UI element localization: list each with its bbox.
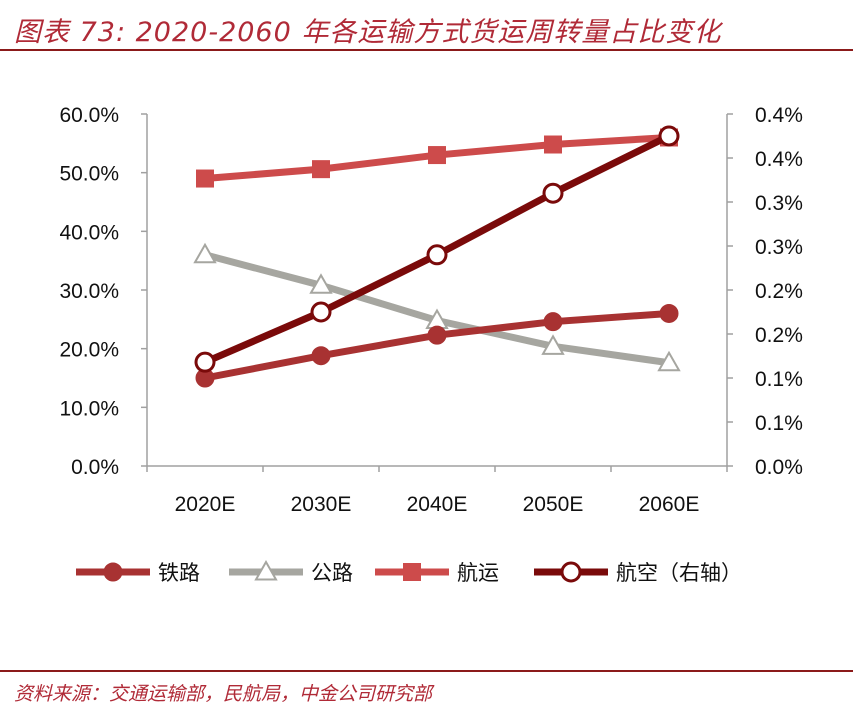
right-tick-label: 0.4%: [755, 104, 803, 127]
source-note: 资料来源：交通运输部，民航局，中金公司研究部: [14, 683, 433, 705]
right-tick-label: 0.3%: [755, 192, 803, 215]
series-3: [194, 125, 680, 373]
left-tick-label: 50.0%: [59, 163, 119, 186]
series-1: [193, 242, 681, 372]
legend-swatch-marker: [103, 562, 123, 582]
left-tick-label: 40.0%: [59, 221, 119, 244]
title-divider: [0, 49, 853, 51]
chart-axes: 0.0% 10.0% 20.0% 30.0% 40.0% 50.0% 60.0% 0.0% 0.…: [59, 104, 802, 516]
data-point: [196, 169, 214, 188]
legend-label: 航空（右轴）: [616, 561, 742, 585]
right-tick-label: 0.4%: [755, 148, 803, 171]
left-tick-label: 30.0%: [59, 280, 119, 303]
legend-label: 航运: [457, 561, 499, 585]
series-2: [196, 128, 678, 188]
right-tick-label: 0.2%: [755, 280, 803, 303]
left-tick-label: 20.0%: [59, 339, 119, 362]
x-tick-label: 2050E: [523, 493, 584, 516]
legend-swatch-marker: [254, 559, 278, 581]
legend-item: 航空（右轴）: [534, 561, 742, 585]
data-point: [193, 242, 217, 264]
data-point: [312, 160, 330, 179]
legend-item: 航运: [375, 561, 499, 585]
data-point: [309, 273, 333, 294]
data-point: [659, 303, 679, 323]
right-tick-label: 0.2%: [755, 324, 803, 347]
right-tick-label: 0.0%: [755, 456, 803, 479]
series-0: [195, 303, 679, 388]
x-tick-label: 2060E: [639, 493, 700, 516]
data-point: [542, 182, 564, 204]
data-point: [310, 301, 332, 323]
x-tick-label: 2020E: [175, 493, 236, 516]
legend-swatch-marker: [560, 561, 582, 583]
data-point: [543, 312, 563, 332]
legend-label: 铁路: [158, 561, 200, 585]
legend-item: 铁路: [76, 561, 200, 585]
data-point: [311, 346, 331, 366]
left-tick-label: 0.0%: [71, 456, 119, 479]
chart-title: 图表 73: 2020-2060 年各运输方式货运周转量占比变化: [14, 17, 722, 48]
right-tick-label: 0.1%: [755, 412, 803, 435]
chart-series: [193, 125, 681, 388]
x-tick-label: 2040E: [407, 493, 468, 516]
data-point: [427, 325, 447, 345]
right-tick-label: 0.3%: [755, 236, 803, 259]
legend-item: 公路: [229, 559, 353, 585]
data-point: [426, 244, 448, 266]
data-point: [544, 135, 562, 154]
legend-label: 公路: [311, 561, 353, 585]
right-tick-label: 0.1%: [755, 368, 803, 391]
data-point: [428, 146, 446, 165]
footer-divider: [0, 670, 853, 672]
data-point: [194, 351, 216, 373]
left-tick-label: 10.0%: [59, 397, 119, 420]
x-tick-label: 2030E: [291, 493, 352, 516]
data-point: [657, 350, 681, 372]
legend-swatch-marker: [403, 563, 421, 581]
left-tick-label: 60.0%: [59, 104, 119, 127]
data-point: [541, 334, 565, 355]
chart-legend: 铁路 公路 航运 航空（右轴）: [76, 559, 742, 585]
data-point: [658, 125, 680, 147]
